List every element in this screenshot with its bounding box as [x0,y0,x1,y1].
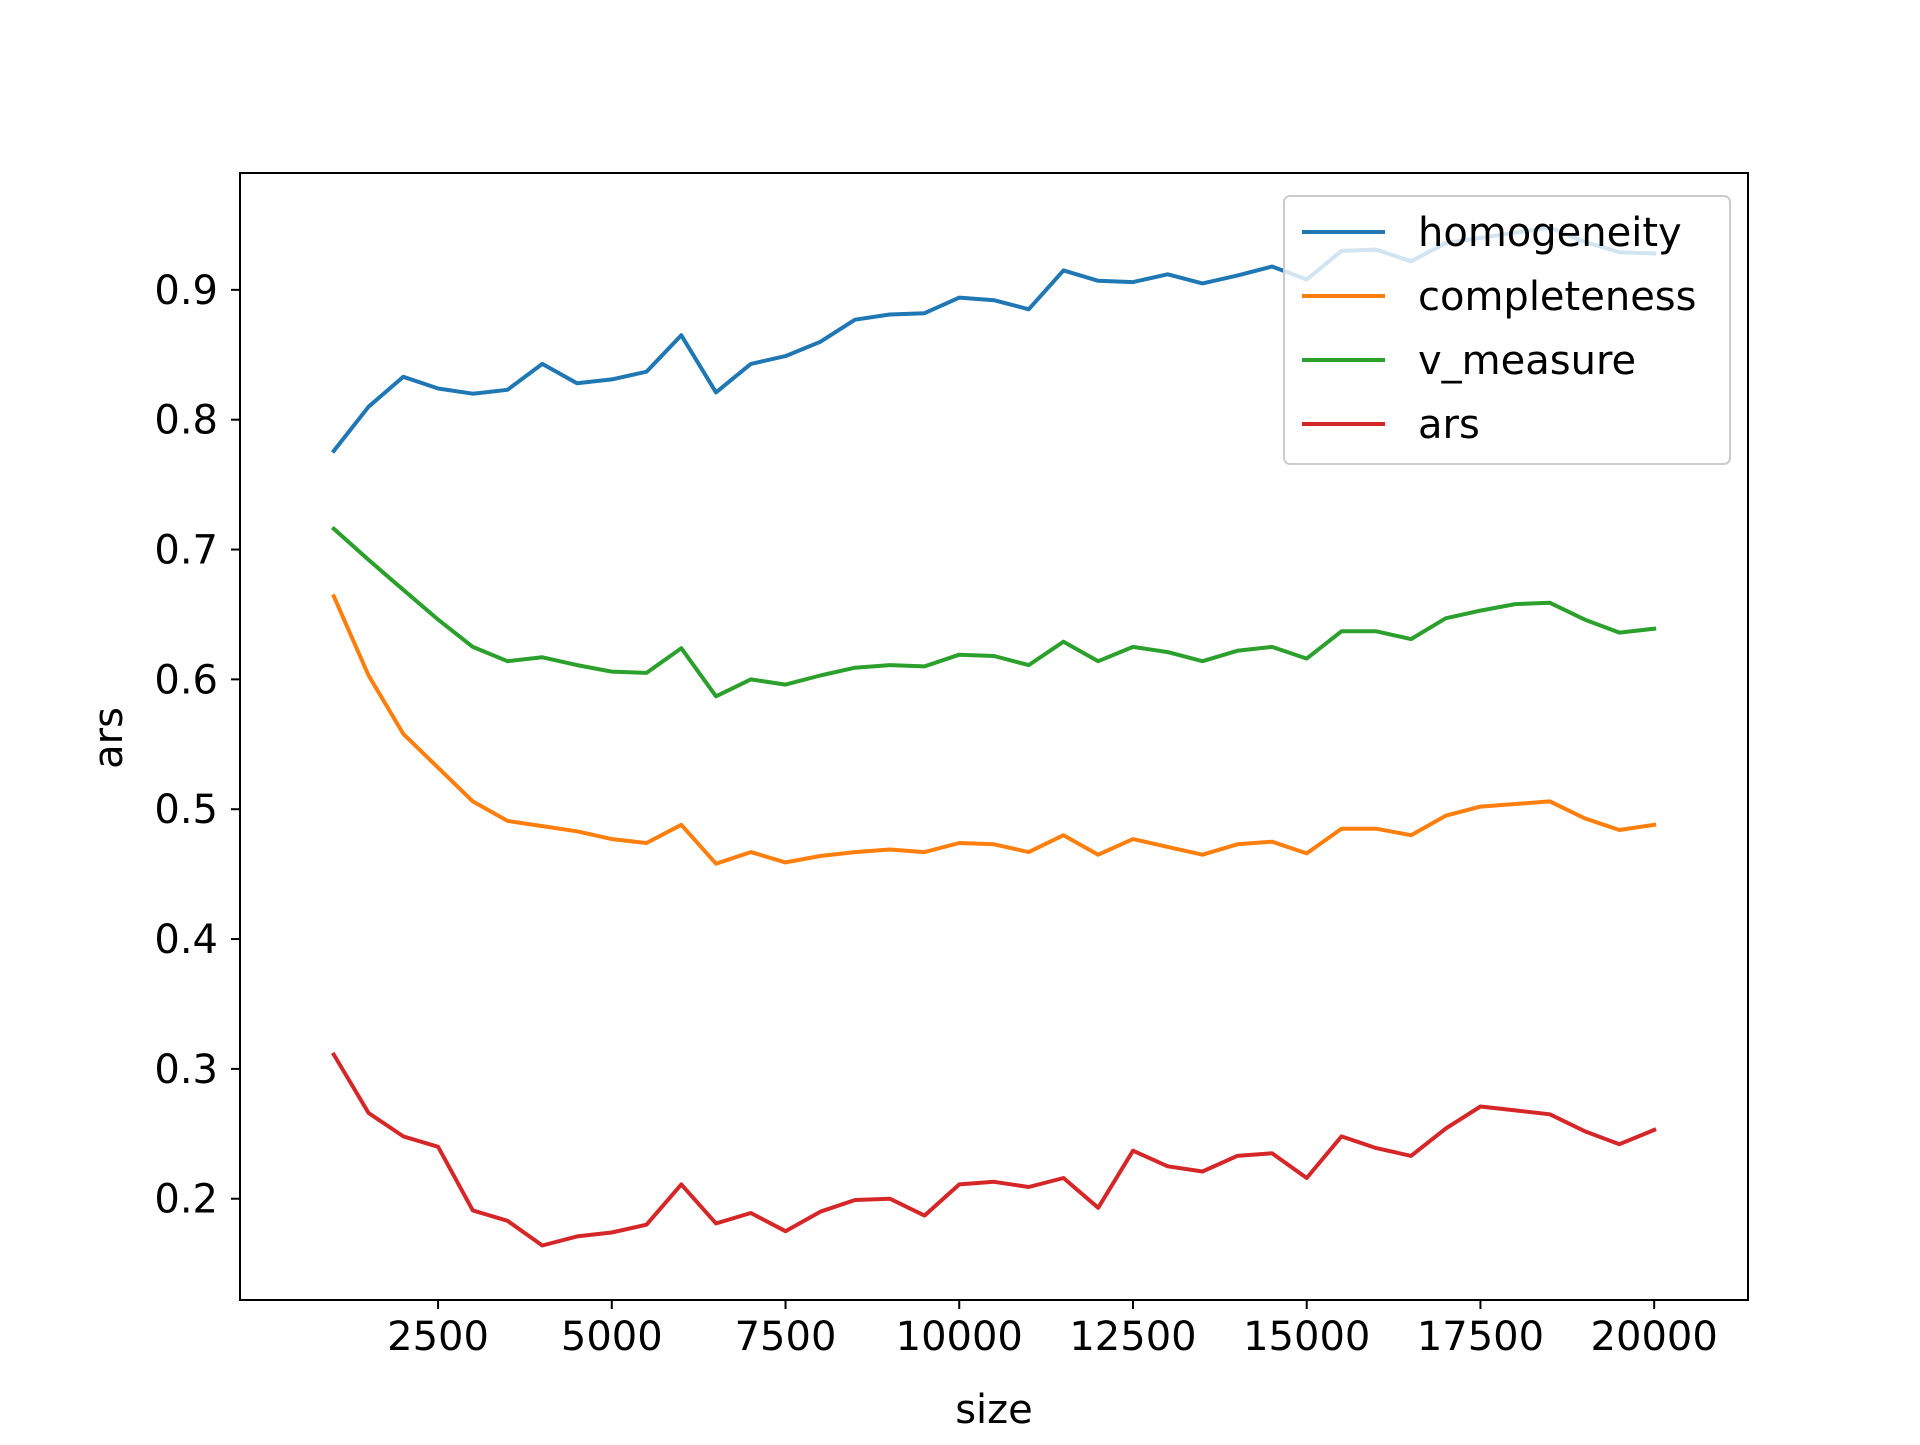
x-tick-label: 15000 [1243,1314,1370,1360]
x-axis-ticks: 2500 5000 7500 10000 12500 15000 17500 20000 [387,1300,1718,1360]
x-tick-label: 17500 [1417,1314,1544,1360]
legend-label: ars [1418,402,1480,448]
y-tick-label: 0.2 [154,1177,218,1223]
legend-box [1283,195,1731,465]
x-axis-label: size [955,1387,1033,1433]
x-tick-label: 2500 [387,1314,489,1360]
legend-label: completeness [1418,274,1696,320]
legend-label: v_measure [1418,338,1636,384]
y-tick-label: 0.5 [154,787,218,833]
y-tick-label: 0.7 [154,528,218,574]
y-axis-label: ars [86,707,132,769]
y-tick-label: 0.9 [154,268,218,314]
y-axis-ticks: 0.2 0.3 0.4 0.5 0.6 0.7 0.8 0.9 [154,268,240,1223]
y-tick-label: 0.6 [154,657,218,703]
y-tick-label: 0.3 [154,1047,218,1093]
series-line-ars [331,1051,1657,1248]
x-tick-label: 12500 [1069,1314,1196,1360]
series-line-v-measure [330,525,1657,699]
x-tick-label: 7500 [735,1314,837,1360]
series-line-completeness [331,593,1657,866]
y-tick-label: 0.4 [154,917,218,963]
x-tick-label: 20000 [1591,1314,1718,1360]
x-tick-label: 10000 [896,1314,1023,1360]
y-tick-label: 0.8 [154,398,218,444]
legend-label: homogeneity [1418,210,1682,256]
x-tick-label: 5000 [561,1314,663,1360]
axes-frame [239,172,1749,1301]
